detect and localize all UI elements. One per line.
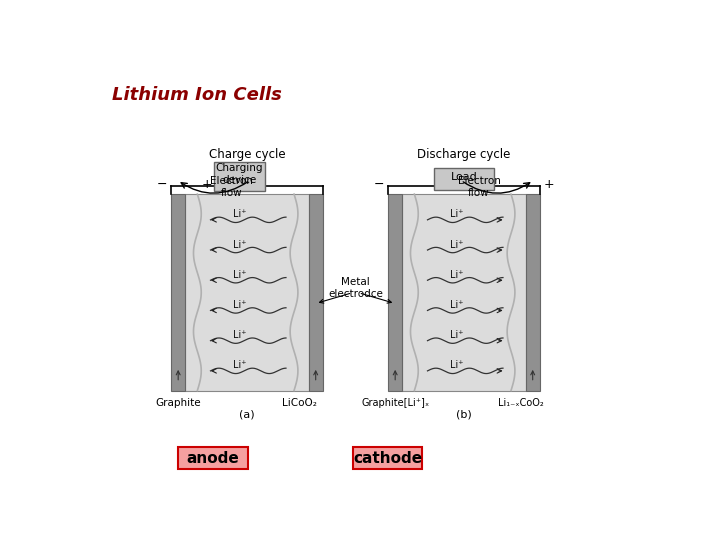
Bar xyxy=(309,194,323,390)
Text: Li⁺: Li⁺ xyxy=(450,270,464,280)
Bar xyxy=(526,194,539,390)
Text: Li⁺: Li⁺ xyxy=(233,330,247,340)
Text: Li₁₋ₓCoO₂: Li₁₋ₓCoO₂ xyxy=(498,398,544,408)
Text: (a): (a) xyxy=(239,410,255,420)
Text: Li⁺: Li⁺ xyxy=(450,330,464,340)
Text: Li⁺: Li⁺ xyxy=(450,240,464,249)
Text: Graphite: Graphite xyxy=(156,398,201,408)
Text: Li⁺: Li⁺ xyxy=(450,300,464,310)
FancyBboxPatch shape xyxy=(178,448,248,469)
Text: LiCoO₂: LiCoO₂ xyxy=(282,398,318,408)
Text: Electron
flow: Electron flow xyxy=(210,177,253,198)
Bar xyxy=(214,162,265,191)
Text: Li⁺: Li⁺ xyxy=(233,270,247,280)
Text: Li⁺: Li⁺ xyxy=(450,210,464,219)
Text: Li⁺: Li⁺ xyxy=(233,361,247,370)
Text: (b): (b) xyxy=(456,410,472,420)
Text: cathode: cathode xyxy=(353,451,422,466)
Text: Charge cycle: Charge cycle xyxy=(209,147,285,160)
Text: Charging
device: Charging device xyxy=(215,163,263,185)
Text: Metal
electrodce: Metal electrodce xyxy=(328,277,383,299)
Text: +: + xyxy=(544,178,554,191)
Bar xyxy=(171,194,185,390)
Bar xyxy=(388,194,402,390)
Bar xyxy=(433,168,494,190)
Text: Discharge cycle: Discharge cycle xyxy=(418,147,510,160)
Text: Electron
flow: Electron flow xyxy=(458,177,500,198)
Bar xyxy=(402,194,526,390)
Text: Graphite[Li⁺]ₓ: Graphite[Li⁺]ₓ xyxy=(361,398,429,408)
Text: Li⁺: Li⁺ xyxy=(233,210,247,219)
Text: +: + xyxy=(202,178,212,191)
Bar xyxy=(185,194,309,390)
Text: Load: Load xyxy=(451,172,477,182)
Text: −: − xyxy=(374,178,384,191)
Text: −: − xyxy=(157,178,168,191)
Text: Li⁺: Li⁺ xyxy=(233,240,247,249)
Text: Lithium Ion Cells: Lithium Ion Cells xyxy=(112,86,282,104)
Text: Li⁺: Li⁺ xyxy=(450,361,464,370)
Text: anode: anode xyxy=(186,451,240,466)
Text: Li⁺: Li⁺ xyxy=(233,300,247,310)
FancyBboxPatch shape xyxy=(353,448,423,469)
